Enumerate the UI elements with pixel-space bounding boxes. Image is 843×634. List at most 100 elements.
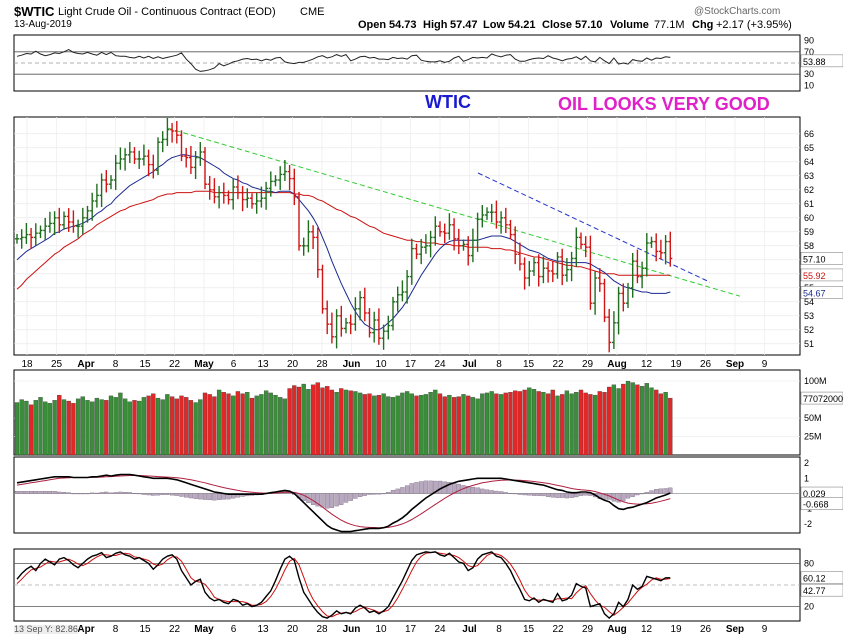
macd-histogram-bar [404, 485, 410, 494]
volume-current-label-box [800, 391, 843, 405]
volume-bar [456, 396, 461, 456]
macd-histogram-bar [386, 492, 391, 494]
volume-bar [47, 403, 53, 456]
macd-histogram-bar [188, 493, 194, 499]
volume-bar [188, 400, 194, 456]
macd-histogram-bar [301, 493, 306, 501]
stochastic-k-value-label-box [800, 571, 843, 585]
volume-bar [522, 389, 527, 456]
price-x-tick-label: 18 [21, 359, 33, 370]
bottom-x-tick-label: 29 [582, 624, 594, 634]
macd-histogram-bar [155, 493, 161, 496]
last-price-label: 57.10 [803, 254, 826, 264]
volume-bar [137, 400, 142, 456]
macd-histogram-bar [480, 488, 485, 494]
price-x-tick-label: 8 [113, 359, 119, 370]
macd-histogram-bar [635, 493, 640, 496]
volume-bar [353, 391, 358, 456]
volume-bar [141, 397, 147, 456]
bottom-x-tick-label: 10 [375, 624, 387, 634]
macd-histogram-bar [644, 492, 649, 494]
rsi-tick-label: 10 [804, 80, 814, 90]
date-label: 13-Aug-2019 [14, 19, 72, 30]
volume-bar [639, 386, 645, 456]
macd-histogram-bar [498, 491, 504, 494]
price-x-tick-label: 12 [641, 359, 653, 370]
macd-histogram-bar [536, 493, 541, 496]
volume-bar [151, 393, 156, 456]
macd-histogram-bar [414, 482, 419, 494]
volume-bar [343, 389, 349, 456]
volume-bar [409, 393, 414, 456]
quote-close-value: 57.10 [575, 19, 603, 31]
macd-histogram-bar [372, 493, 377, 495]
blue-trendline [477, 172, 711, 283]
price-x-tick-label: Sep [726, 359, 744, 370]
volume-bar [517, 391, 523, 456]
macd-histogram-bar [146, 493, 151, 496]
rsi-line [16, 49, 671, 72]
bottom-x-tick-label: Sep [726, 624, 744, 634]
macd-histogram-bar [165, 493, 170, 495]
price-x-tick-label: 6 [231, 359, 237, 370]
last-price-label-box [800, 252, 843, 265]
volume-bar [357, 392, 363, 456]
macd-signal-value-label: -0.668 [803, 500, 829, 510]
volume-bar [66, 400, 71, 456]
volume-bar [654, 389, 659, 456]
bottom-x-tick-label: 8 [113, 624, 119, 634]
price-tick-label: 63 [804, 171, 814, 181]
macd-histogram-bar [602, 493, 607, 500]
ticker-annotation: WTIC [425, 92, 471, 112]
ma50-value-label: 55.92 [803, 271, 826, 281]
rsi-tick-label: 30 [804, 69, 814, 79]
volume-bar [583, 392, 588, 456]
bottom-x-tick-label: 20 [287, 624, 299, 634]
volume-bar [376, 394, 382, 456]
rsi-tick-label: 90 [804, 36, 814, 46]
price-x-tick-label: 25 [51, 359, 63, 370]
macd-histogram-bar [357, 493, 363, 497]
macd-histogram-bar [489, 490, 494, 494]
macd-histogram-bar [367, 493, 372, 495]
volume-bar [470, 397, 476, 456]
macd-histogram-bar [132, 493, 137, 494]
macd-histogram-bar [325, 493, 330, 509]
quote-close-label: Close [542, 19, 572, 31]
volume-bar [372, 395, 377, 456]
volume-bar [466, 395, 471, 456]
volume-bar [428, 392, 433, 456]
volume-bar [386, 396, 391, 456]
volume-bar [592, 394, 598, 456]
volume-bar [320, 387, 325, 456]
macd-histogram-bar [423, 480, 429, 494]
bottom-x-tick-label: 8 [496, 624, 502, 634]
volume-bar [611, 384, 617, 456]
macd-histogram-bar [85, 493, 90, 495]
quote-open-value: 54.73 [389, 19, 417, 31]
price-panel-frame [13, 116, 801, 356]
volume-bar [155, 397, 161, 456]
volume-bar [531, 389, 537, 456]
volume-bar [597, 391, 602, 456]
volume-bar [113, 397, 118, 456]
volume-tick-label: 25M [804, 432, 822, 442]
volume-bar [390, 397, 396, 456]
volume-bar [221, 392, 226, 456]
macd-histogram-bar [583, 493, 588, 496]
macd-histogram-bar [179, 493, 184, 497]
stochastic-d-value-label-box [800, 583, 843, 597]
macd-value-label: 0.029 [803, 489, 826, 499]
macd-histogram-bar [99, 492, 104, 494]
volume-bar [104, 400, 109, 456]
chart-header: $WTIC Light Crude Oil - Continuous Contr… [0, 0, 843, 34]
macd-histogram-bar [466, 486, 471, 494]
macd-histogram-bar [470, 486, 476, 494]
volume-bar [602, 392, 607, 456]
bottom-x-tick-label: 9 [762, 624, 768, 634]
volume-bar [90, 401, 95, 456]
volume-bar [625, 380, 631, 456]
macd-histogram-bar [381, 493, 386, 495]
bottom-x-tick-label: 26 [700, 624, 712, 634]
